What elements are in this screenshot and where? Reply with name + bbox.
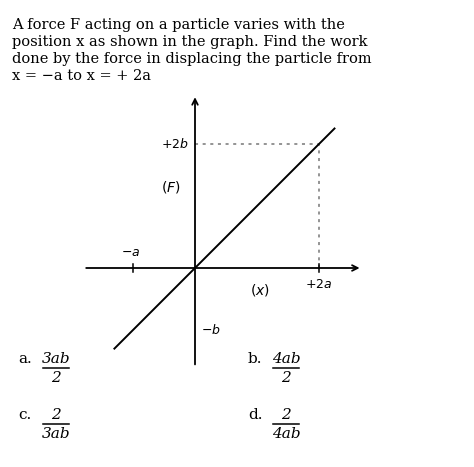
Text: 2: 2 [51, 371, 61, 385]
Text: b.: b. [248, 352, 263, 366]
Text: $+2a$: $+2a$ [305, 278, 333, 291]
Text: position x as shown in the graph. Find the work: position x as shown in the graph. Find t… [12, 35, 367, 49]
Text: c.: c. [18, 408, 31, 422]
Text: x = −a to x = + 2a: x = −a to x = + 2a [12, 69, 151, 83]
Text: 4ab: 4ab [272, 352, 301, 366]
Text: 3ab: 3ab [42, 352, 70, 366]
Text: 2: 2 [281, 408, 291, 422]
Text: $-b$: $-b$ [201, 323, 221, 337]
Text: $(F)$: $(F)$ [162, 179, 181, 195]
Text: a.: a. [18, 352, 32, 366]
Text: $-a$: $-a$ [121, 246, 141, 259]
Text: 3ab: 3ab [42, 427, 70, 441]
Text: 2: 2 [51, 408, 61, 422]
Text: $(x)$: $(x)$ [250, 282, 270, 298]
Text: $+2b$: $+2b$ [161, 137, 189, 151]
Text: 2: 2 [281, 371, 291, 385]
Text: done by the force in displacing the particle from: done by the force in displacing the part… [12, 52, 372, 66]
Text: A force F acting on a particle varies with the: A force F acting on a particle varies wi… [12, 18, 345, 32]
Text: 4ab: 4ab [272, 427, 301, 441]
Text: d.: d. [248, 408, 263, 422]
